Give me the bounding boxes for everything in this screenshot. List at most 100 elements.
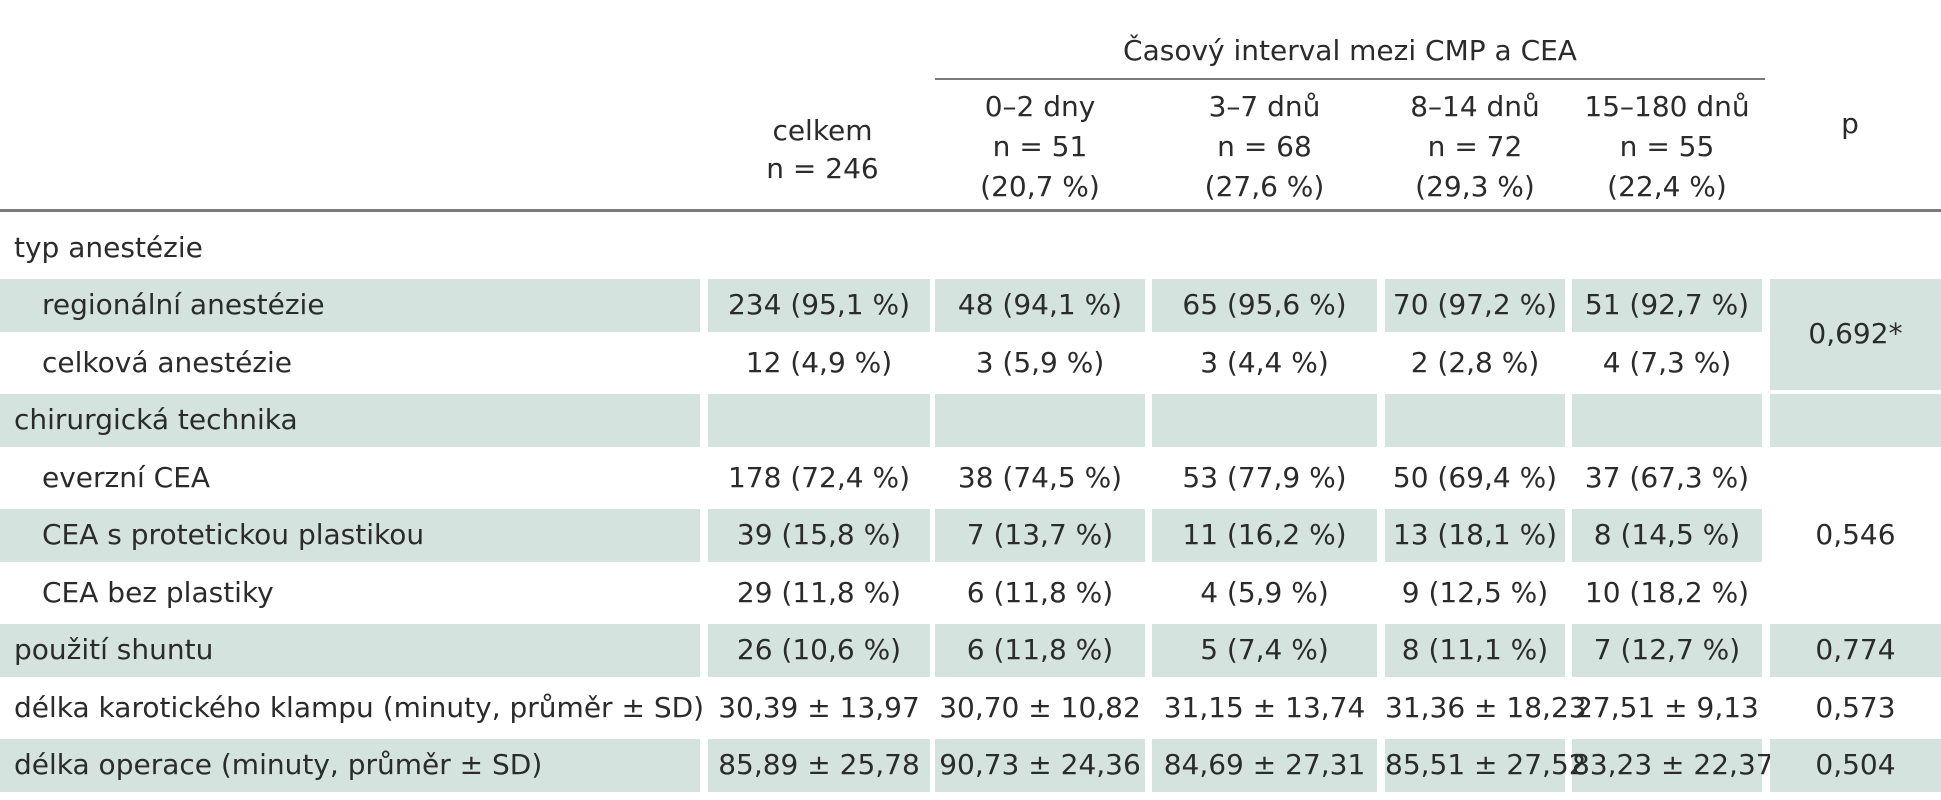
row-value: 4 (7,3 %) [1602, 345, 1732, 379]
row-label: délka operace (minuty, průměr ± SD) [14, 748, 543, 782]
row-shade-cell [1572, 393, 1762, 447]
row-value: 65 (95,6 %) [1182, 288, 1347, 322]
row-shade-cell [935, 393, 1145, 447]
header-col-n: n = 51 [992, 130, 1088, 163]
p-shade-cell [1770, 278, 1941, 390]
row-value: 31,15 ± 13,74 [1163, 690, 1366, 724]
header-total-n: n = 246 [766, 152, 879, 185]
p-value: 0,774 [1815, 633, 1896, 667]
p-shade-cell [1770, 738, 1941, 792]
row-value: 2 (2,8 %) [1410, 345, 1540, 379]
p-shade-cell [1770, 393, 1941, 447]
row-shade-cell [935, 508, 1145, 562]
row-shade-cell [1385, 508, 1565, 562]
row-value: 38 (74,5 %) [957, 460, 1123, 494]
row-label: CEA bez plastiky [42, 575, 274, 609]
row-shade-cell [1152, 278, 1377, 332]
row-shade-label [0, 508, 700, 562]
row-shade-cell [935, 623, 1145, 677]
group-header-title: Časový interval mezi CMP a CEA [1123, 34, 1577, 67]
row-value: 84,69 ± 27,31 [1163, 748, 1366, 782]
header-col-label: 8–14 dnů [1410, 90, 1540, 123]
row-value: 3 (4,4 %) [1200, 345, 1329, 379]
row-value: 37 (67,3 %) [1584, 460, 1750, 494]
row-label: typ anestézie [14, 230, 203, 264]
row-shade-cell [708, 623, 930, 677]
row-value: 11 (16,2 %) [1182, 518, 1347, 552]
row-label: použití shuntu [14, 633, 214, 667]
row-value: 39 (15,8 %) [736, 518, 902, 552]
row-shade-cell [935, 278, 1145, 332]
row-value: 3 (5,9 %) [975, 345, 1105, 379]
row-shade-cell [1152, 623, 1377, 677]
row-value: 85,51 ± 27,52 [1385, 748, 1587, 782]
row-label: délka karotického klampu (minuty, průměr… [14, 690, 705, 724]
row-value: 85,89 ± 25,78 [718, 748, 920, 782]
row-value: 27,51 ± 9,13 [1575, 690, 1759, 724]
header-col-label: 15–180 dnů [1584, 90, 1750, 123]
header-col-label: 0–2 dny [984, 90, 1096, 123]
p-value: 0,692* [1808, 317, 1903, 350]
row-shade-cell [1385, 393, 1565, 447]
row-value: 5 (7,4 %) [1200, 633, 1329, 667]
header-col-pct: (22,4 %) [1607, 170, 1727, 203]
row-value: 70 (97,2 %) [1392, 288, 1558, 322]
row-value: 13 (18,1 %) [1392, 518, 1558, 552]
header-bottom-rule [0, 209, 1941, 212]
row-label: CEA s protetickou plastikou [42, 518, 425, 552]
row-value: 50 (69,4 %) [1392, 460, 1558, 494]
header-col-n: n = 55 [1619, 130, 1715, 163]
p-value: 0,504 [1815, 748, 1896, 782]
row-value: 48 (94,1 %) [957, 288, 1123, 322]
row-value: 8 (11,1 %) [1401, 633, 1549, 667]
row-shade-cell [1385, 738, 1565, 792]
group-header-rule [935, 78, 1765, 80]
row-shade-cell [1385, 623, 1565, 677]
row-value: 4 (5,9 %) [1200, 575, 1329, 609]
row-shade-cell [708, 278, 930, 332]
row-value: 12 (4,9 %) [745, 345, 893, 379]
row-label: everzní CEA [42, 460, 211, 494]
header-col-pct: (29,3 %) [1415, 170, 1535, 203]
header-total-label: celkem [772, 114, 873, 147]
row-label: chirurgická technika [14, 403, 298, 437]
row-label: celková anestézie [42, 345, 293, 379]
row-value: 178 (72,4 %) [727, 460, 911, 494]
header-col-pct: (20,7 %) [980, 170, 1100, 203]
row-value: 7 (13,7 %) [966, 518, 1114, 552]
row-shade-cell [708, 508, 930, 562]
row-value: 8 (14,5 %) [1593, 518, 1741, 552]
row-shade-cell [1152, 508, 1377, 562]
p-shade-cell [1770, 623, 1941, 677]
row-value: 31,36 ± 18,23 [1385, 690, 1587, 724]
row-shade-label [0, 623, 700, 677]
header-p: p [1841, 107, 1859, 140]
row-shade-cell [1572, 508, 1762, 562]
row-shade-cell [1572, 738, 1762, 792]
row-shade-cell [708, 393, 930, 447]
row-shade-cell [1152, 393, 1377, 447]
row-value: 30,70 ± 10,82 [939, 690, 1141, 724]
row-shade-cell [1572, 278, 1762, 332]
row-value: 10 (18,2 %) [1584, 575, 1750, 609]
row-value: 29 (11,8 %) [736, 575, 902, 609]
row-value: 9 (12,5 %) [1401, 575, 1549, 609]
row-value: 6 (11,8 %) [966, 633, 1114, 667]
row-shade-label [0, 738, 700, 792]
row-value: 26 (10,6 %) [736, 633, 902, 667]
row-label: regionální anestézie [42, 288, 325, 322]
header-col-pct: (27,6 %) [1204, 170, 1325, 203]
row-value: 6 (11,8 %) [966, 575, 1114, 609]
row-shade-cell [935, 738, 1145, 792]
row-value: 53 (77,9 %) [1182, 460, 1347, 494]
row-shade-label [0, 393, 700, 447]
row-value: 51 (92,7 %) [1584, 288, 1750, 322]
row-shade-cell [1152, 738, 1377, 792]
header-col-label: 3–7 dnů [1208, 90, 1321, 123]
header-col-n: n = 68 [1217, 130, 1312, 163]
row-value: 7 (12,7 %) [1593, 633, 1741, 667]
p-value: 0,573 [1815, 690, 1896, 724]
row-value: 83,23 ± 22,37 [1572, 748, 1774, 782]
row-value: 90,73 ± 24,36 [939, 748, 1141, 782]
